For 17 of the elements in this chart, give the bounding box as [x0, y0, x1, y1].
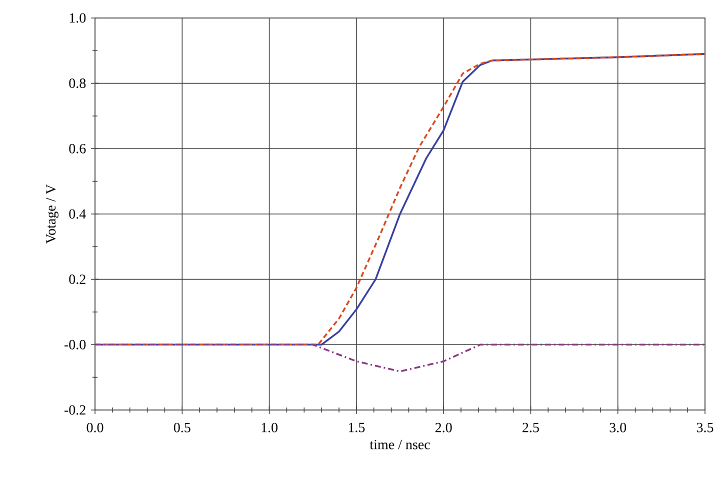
- y-tick-label: -0.2: [64, 405, 86, 415]
- x-tick-label: 1.0: [262, 422, 278, 432]
- x-axis-title: time / nsec: [370, 440, 430, 450]
- y-tick-label: 0.2: [69, 274, 86, 284]
- y-tick-label: 0.8: [69, 78, 86, 88]
- x-tick-label: 3.5: [696, 422, 714, 432]
- x-tick-label: 3.0: [610, 422, 626, 432]
- y-tick-label: 0.4: [69, 209, 86, 219]
- x-tick-label: 2.0: [435, 422, 452, 432]
- y-tick-label: 1.0: [70, 13, 86, 23]
- y-axis-title: Votage / V: [46, 184, 58, 244]
- y-tick-label: -0.0: [64, 340, 86, 350]
- x-tick-label: 0.0: [86, 422, 104, 432]
- x-tick-label: 0.5: [174, 422, 190, 432]
- x-tick-label: 2.5: [522, 422, 539, 432]
- x-tick-label: 1.5: [348, 422, 365, 432]
- y-tick-label: 0.6: [69, 144, 86, 154]
